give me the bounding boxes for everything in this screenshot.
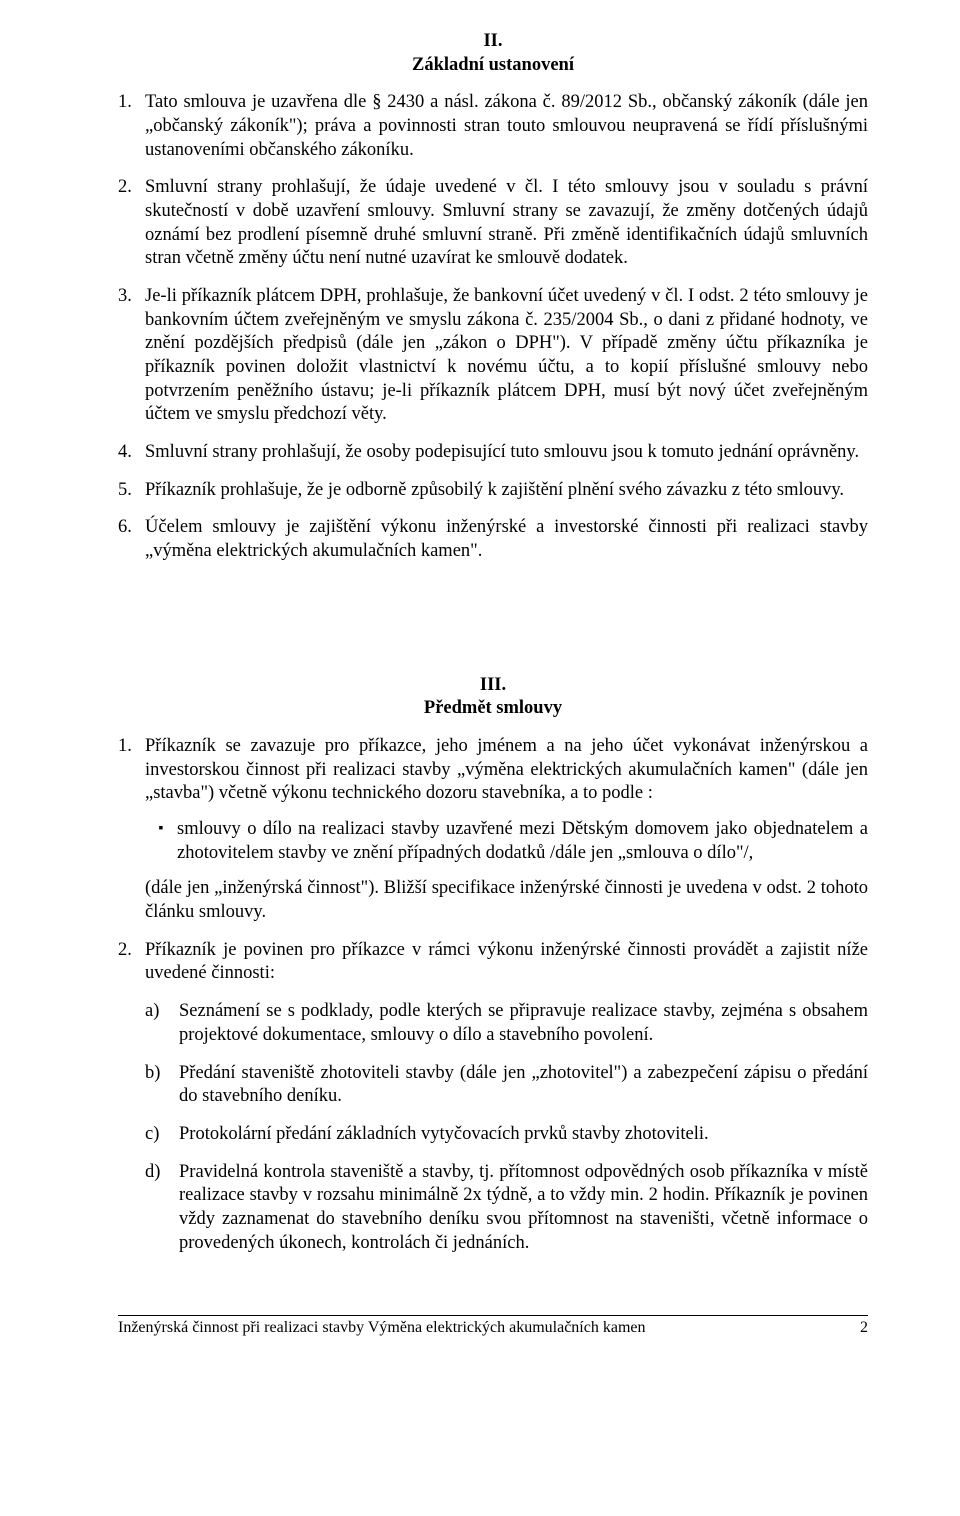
item-text: Je-li příkazník plátcem DPH, prohlašuje,… <box>145 285 868 427</box>
item-text: Příkazník prohlašuje, že je odborně způs… <box>145 479 868 503</box>
letter-label: c) <box>145 1123 179 1147</box>
item-text: Tato smlouva je uzavřena dle § 2430 a ná… <box>145 91 868 162</box>
section-iii: III. Předmět smlouvy 1. Příkazník se zav… <box>118 674 868 1255</box>
bullet-item: ▪ smlouvy o dílo na realizaci stavby uza… <box>145 818 868 865</box>
item-text: Příkazník se zavazuje pro příkazce, jeho… <box>145 735 868 806</box>
footer-title: Inženýrská činnost při realizaci stavby … <box>118 1318 646 1338</box>
item-number: 3. <box>118 285 145 427</box>
bullet-list: ▪ smlouvy o dílo na realizaci stavby uza… <box>145 818 868 865</box>
item-text: Smluvní strany prohlašují, že údaje uved… <box>145 176 868 271</box>
bullet-text: smlouvy o dílo na realizaci stavby uzavř… <box>177 818 868 865</box>
letter-item: b) Předání staveniště zhotoviteli stavby… <box>145 1062 868 1109</box>
letter-text: Protokolární předání základních vytyčova… <box>179 1123 868 1147</box>
paragraph: (dále jen „inženýrská činnost"). Bližší … <box>145 877 868 924</box>
item-number: 5. <box>118 479 145 503</box>
list-item: 2. Příkazník je povinen pro příkazce v r… <box>118 939 868 986</box>
list-item: 1. Příkazník se zavazuje pro příkazce, j… <box>118 735 868 806</box>
page-number: 2 <box>860 1318 868 1338</box>
page-footer: Inženýrská činnost při realizaci stavby … <box>118 1315 868 1338</box>
item-number: 1. <box>118 735 145 806</box>
list-item: 4. Smluvní strany prohlašují, že osoby p… <box>118 441 868 465</box>
list-item: 2. Smluvní strany prohlašují, že údaje u… <box>118 176 868 271</box>
item-number: 2. <box>118 939 145 986</box>
letter-item: a) Seznámení se s podklady, podle kterýc… <box>145 1000 868 1047</box>
item-text: Příkazník je povinen pro příkazce v rámc… <box>145 939 868 986</box>
section-iii-title: Předmět smlouvy <box>118 697 868 721</box>
letter-label: a) <box>145 1000 179 1047</box>
item-text: Smluvní strany prohlašují, že osoby pode… <box>145 441 868 465</box>
letter-label: b) <box>145 1062 179 1109</box>
item-number: 6. <box>118 516 145 563</box>
section-ii: II. Základní ustanovení 1. Tato smlouva … <box>118 30 868 564</box>
letter-text: Předání staveniště zhotoviteli stavby (d… <box>179 1062 868 1109</box>
letter-label: d) <box>145 1161 179 1256</box>
letter-text: Pravidelná kontrola staveniště a stavby,… <box>179 1161 868 1256</box>
item-number: 4. <box>118 441 145 465</box>
list-item: 6. Účelem smlouvy je zajištění výkonu in… <box>118 516 868 563</box>
letter-item: d) Pravidelná kontrola staveniště a stav… <box>145 1161 868 1256</box>
item-number: 1. <box>118 91 145 162</box>
item-number: 2. <box>118 176 145 271</box>
list-item: 1. Tato smlouva je uzavřena dle § 2430 a… <box>118 91 868 162</box>
section-ii-roman: II. <box>118 30 868 54</box>
letter-text: Seznámení se s podklady, podle kterých s… <box>179 1000 868 1047</box>
item-text: Účelem smlouvy je zajištění výkonu inžen… <box>145 516 868 563</box>
section-iii-roman: III. <box>118 674 868 698</box>
list-item: 3. Je-li příkazník plátcem DPH, prohlašu… <box>118 285 868 427</box>
list-item: 5. Příkazník prohlašuje, že je odborně z… <box>118 479 868 503</box>
bullet-icon: ▪ <box>145 818 177 865</box>
section-ii-title: Základní ustanovení <box>118 54 868 78</box>
letter-item: c) Protokolární předání základních vytyč… <box>145 1123 868 1147</box>
